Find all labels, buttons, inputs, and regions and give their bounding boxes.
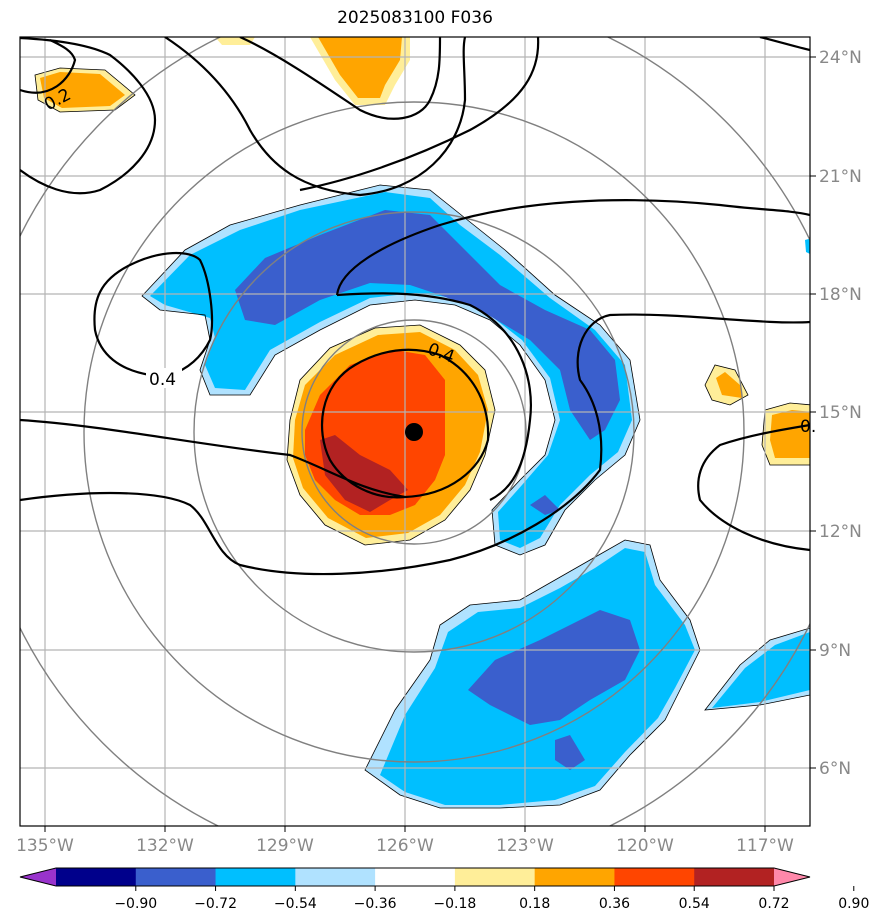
- lat-tick-marks: [810, 56, 816, 769]
- colorbar-segment: [694, 868, 775, 886]
- contour-label: 0.4: [149, 370, 176, 390]
- colorbar-segment: [215, 868, 296, 886]
- lon-tick-label: 135°W: [16, 836, 74, 856]
- lon-tick-label: 132°W: [136, 836, 194, 856]
- graticule: [20, 37, 810, 826]
- range-rings: [20, 37, 810, 826]
- lat-tick-label: 9°N: [819, 641, 851, 661]
- colorbar-extend-high: [774, 868, 810, 886]
- colorbar: −0.90 −0.72 −0.54 −0.36 −0.18 0.18 0.36 0.54 0.7…: [19, 867, 869, 912]
- lon-tick-marks: [44, 826, 766, 832]
- colorbar-segment: [56, 868, 137, 886]
- lat-tick-labels: 24°N 21°N 18°N 15°N 12°N 9°N 6°N: [819, 48, 862, 779]
- lat-tick-label: 15°N: [819, 403, 862, 423]
- lon-tick-label: 120°W: [616, 836, 674, 856]
- colorbar-segment: [295, 868, 376, 886]
- colorbar-tick-label: 0.54: [679, 896, 710, 912]
- contour-label: 0.: [800, 417, 816, 437]
- colorbar-tick-label: 0.36: [599, 896, 630, 912]
- colorbar-segment: [614, 868, 695, 886]
- lon-tick-label: 129°W: [256, 836, 314, 856]
- colorbar-segment: [375, 868, 456, 886]
- colorbar-tick-label: −0.36: [354, 896, 397, 912]
- lat-tick-label: 6°N: [819, 759, 851, 779]
- lat-tick-label: 24°N: [819, 48, 862, 68]
- storm-center-marker: [405, 423, 423, 441]
- lat-tick-label: 21°N: [819, 167, 862, 187]
- lat-tick-label: 12°N: [819, 522, 862, 542]
- colorbar-tick-label: −0.72: [194, 896, 237, 912]
- map-frame: [19, 36, 811, 827]
- colorbar-outline: [19, 867, 811, 887]
- lon-tick-label: 123°W: [496, 836, 554, 856]
- colorbar-tick-label: −0.18: [433, 896, 476, 912]
- colorbar-extend-low: [20, 868, 56, 886]
- chart-title: 2025083100 F036: [337, 8, 493, 28]
- colorbar-tick-label: −0.54: [274, 896, 317, 912]
- lon-tick-label: 126°W: [376, 836, 434, 856]
- colorbar-tick-label: 0.18: [519, 896, 550, 912]
- lat-tick-label: 18°N: [819, 285, 862, 305]
- negative-shading: [142, 185, 810, 808]
- colorbar-tick-label: 0.90: [838, 896, 869, 912]
- colorbar-tick-label: −0.90: [114, 896, 157, 912]
- colorbar-segment: [454, 868, 536, 886]
- colorbar-tick-label: 0.72: [758, 896, 789, 912]
- colorbar-segment: [135, 868, 217, 886]
- colorbar-segment: [534, 868, 615, 886]
- lon-tick-label: 117°W: [736, 836, 794, 856]
- contour-lines: [20, 37, 810, 576]
- lon-tick-labels: 135°W 132°W 129°W 126°W 123°W 120°W 117°…: [16, 836, 794, 856]
